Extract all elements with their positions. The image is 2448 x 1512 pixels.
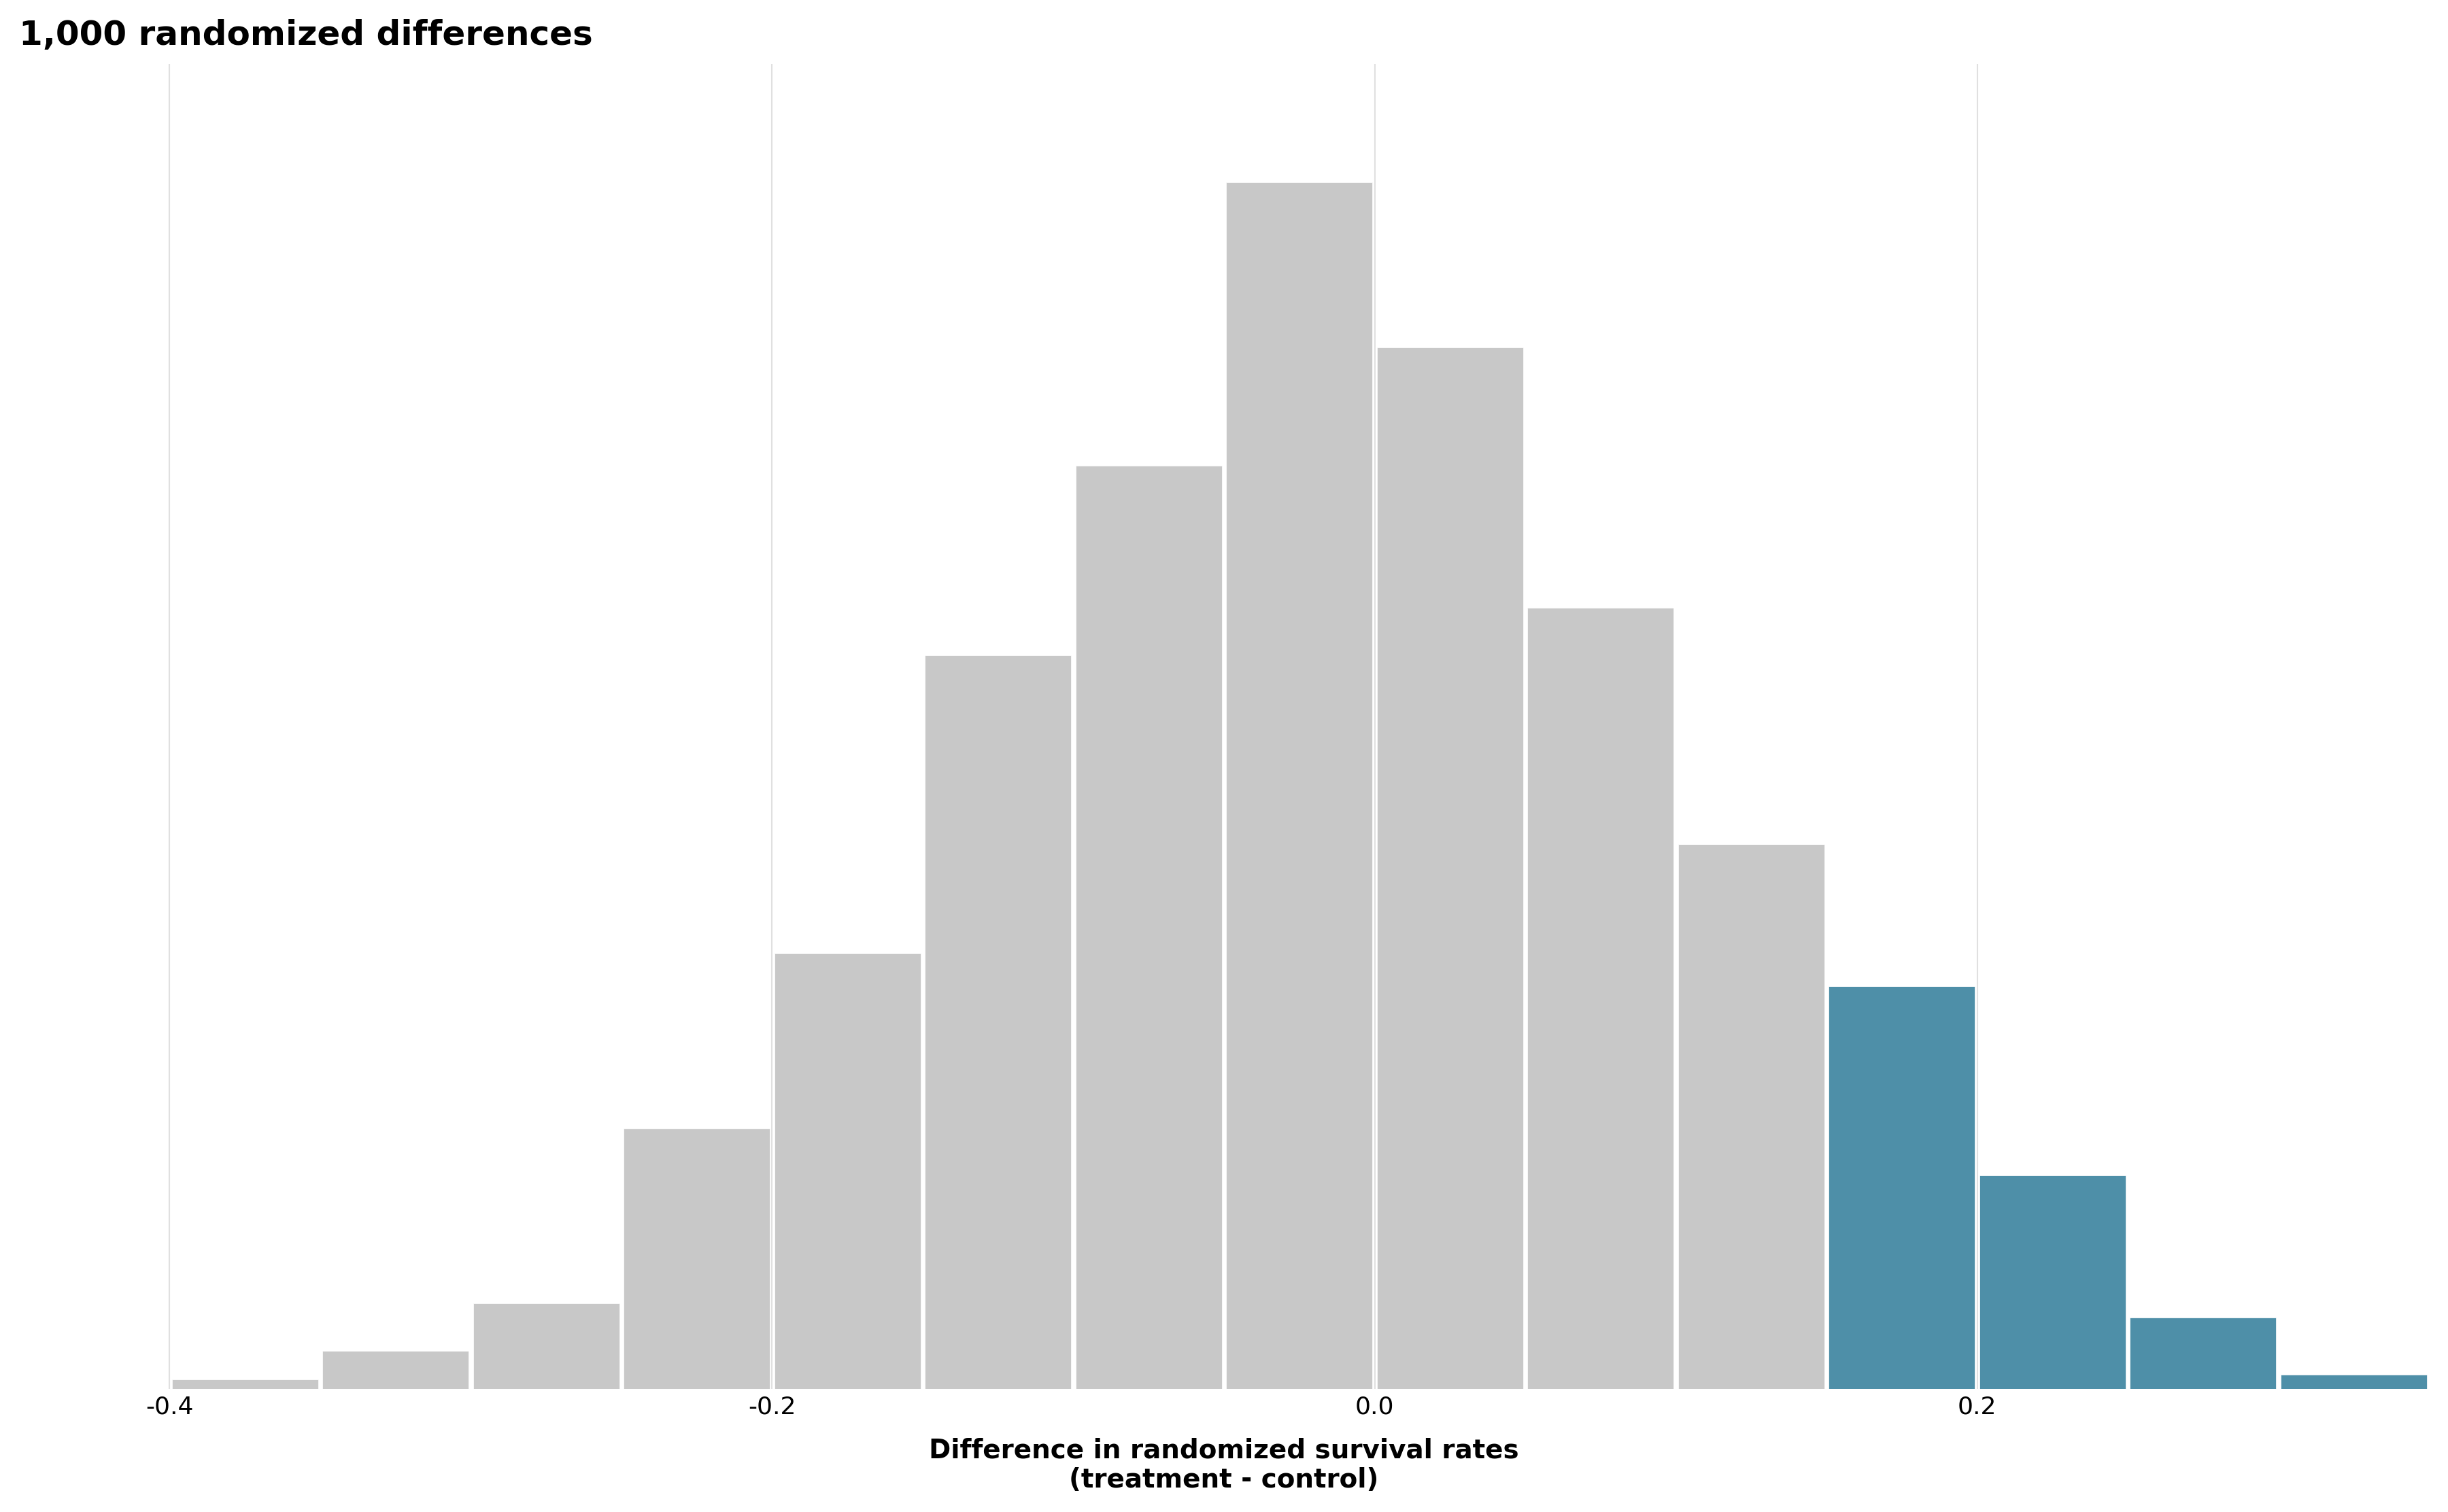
Bar bbox=[1980, 1176, 2125, 1388]
Bar bbox=[1226, 181, 1373, 1388]
Bar bbox=[472, 1303, 619, 1388]
Text: 1,000 randomized differences: 1,000 randomized differences bbox=[20, 18, 592, 51]
Bar bbox=[1376, 348, 1523, 1388]
Bar bbox=[171, 1379, 318, 1388]
Bar bbox=[624, 1128, 769, 1388]
Bar bbox=[2130, 1318, 2277, 1388]
Bar bbox=[323, 1350, 468, 1388]
Bar bbox=[1829, 986, 1976, 1388]
Bar bbox=[1528, 608, 1674, 1388]
Bar bbox=[925, 655, 1072, 1388]
Bar bbox=[1075, 466, 1222, 1388]
Bar bbox=[1679, 845, 1824, 1388]
Bar bbox=[2282, 1374, 2426, 1388]
Bar bbox=[774, 954, 920, 1388]
X-axis label: Difference in randomized survival rates
(treatment - control): Difference in randomized survival rates … bbox=[928, 1438, 1520, 1494]
